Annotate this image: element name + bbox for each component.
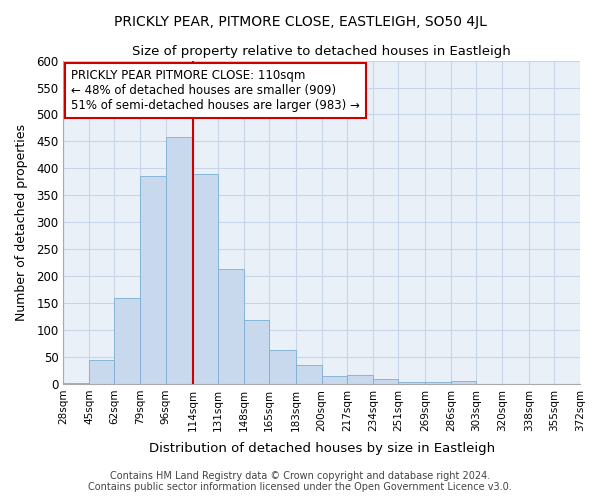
Bar	[425, 382, 451, 384]
Bar	[244, 320, 269, 384]
Bar	[140, 176, 166, 384]
Bar	[296, 365, 322, 384]
Title: Size of property relative to detached houses in Eastleigh: Size of property relative to detached ho…	[133, 45, 511, 58]
Bar	[218, 268, 244, 384]
Bar	[373, 379, 398, 384]
Text: Contains HM Land Registry data © Crown copyright and database right 2024.
Contai: Contains HM Land Registry data © Crown c…	[88, 471, 512, 492]
Bar	[398, 382, 425, 384]
Bar	[347, 374, 373, 384]
Bar	[193, 174, 218, 384]
Y-axis label: Number of detached properties: Number of detached properties	[15, 124, 28, 320]
Bar	[166, 136, 193, 384]
Bar	[451, 381, 476, 384]
X-axis label: Distribution of detached houses by size in Eastleigh: Distribution of detached houses by size …	[149, 442, 495, 455]
Bar	[269, 350, 296, 384]
Text: PRICKLY PEAR, PITMORE CLOSE, EASTLEIGH, SO50 4JL: PRICKLY PEAR, PITMORE CLOSE, EASTLEIGH, …	[113, 15, 487, 29]
Bar	[322, 376, 347, 384]
Bar	[89, 360, 115, 384]
Text: PRICKLY PEAR PITMORE CLOSE: 110sqm
← 48% of detached houses are smaller (909)
51: PRICKLY PEAR PITMORE CLOSE: 110sqm ← 48%…	[71, 68, 360, 112]
Bar	[64, 383, 89, 384]
Bar	[115, 298, 140, 384]
